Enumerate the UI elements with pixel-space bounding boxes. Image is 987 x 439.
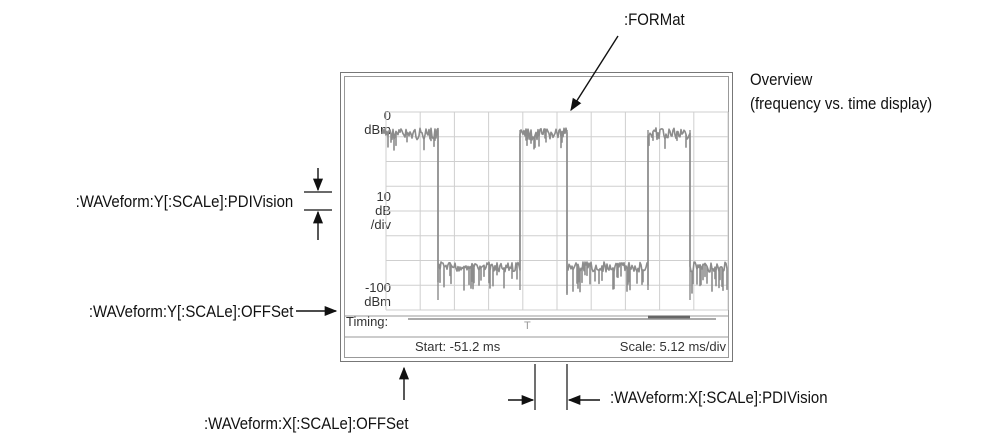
callout-arrows (296, 35, 619, 410)
overview-title: Overview (750, 70, 813, 89)
x-pdivision-callout-label: :WAVeform:X[:SCALe]:PDIVision (610, 388, 828, 407)
trace-path (381, 127, 728, 294)
timing-marker: T (524, 320, 531, 332)
instrument-screen: 0 dBm 10 dB /div -100 dBm Timing: T Star… (340, 72, 733, 362)
timing-label: Timing: (346, 314, 389, 329)
scale-readout: Scale: 5.12 ms/div (619, 339, 726, 354)
y-scale-unit: dB (375, 203, 391, 218)
format-callout-label: :FORMat (624, 10, 685, 29)
display-grid (385, 111, 729, 311)
x-offset-callout-label: :WAVeform:X[:SCALe]:OFFSet (204, 414, 409, 433)
y-top-value: 0 (383, 108, 391, 123)
overview-subtitle: (frequency vs. time display) (750, 94, 933, 113)
format-callout-arrow (570, 35, 619, 112)
y-offset-callout-label: :WAVeform:Y[:SCALe]:OFFSet (88, 302, 293, 321)
y-bottom-value: -100 (364, 280, 391, 295)
screen-dividers (344, 315, 729, 338)
y-bottom-unit: dBm (364, 294, 391, 309)
y-pdivision-callout-label: :WAVeform:Y[:SCALe]:PDIVision (75, 192, 293, 211)
y-scale-value: 10 (376, 189, 391, 204)
waveform-trace (381, 127, 728, 300)
start-readout: Start: -51.2 ms (415, 339, 501, 354)
